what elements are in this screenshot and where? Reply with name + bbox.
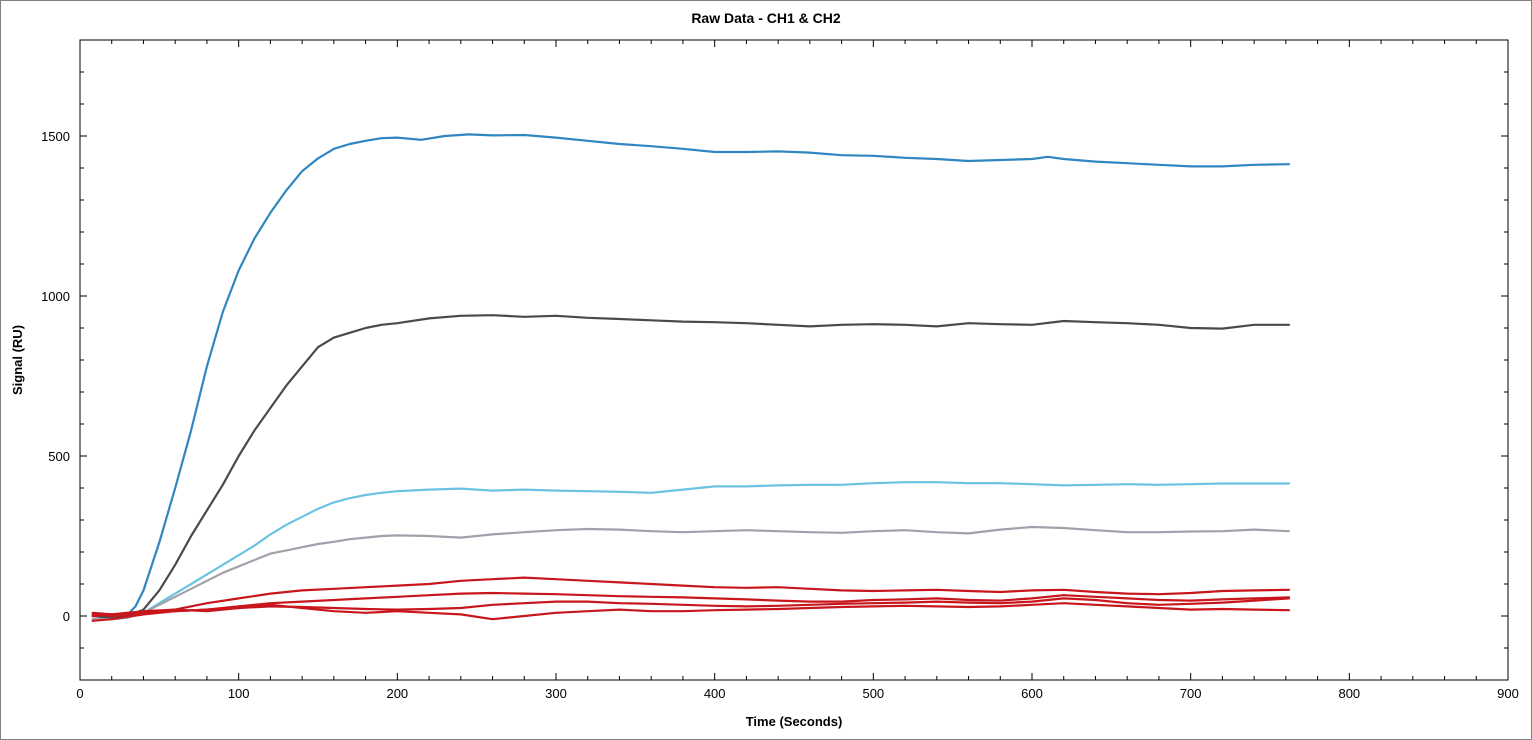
x-tick-label: 500 xyxy=(862,686,884,701)
y-tick-label: 1500 xyxy=(41,129,70,144)
series-line-6 xyxy=(91,591,1291,622)
x-tick-label: 400 xyxy=(704,686,726,701)
plot-area xyxy=(79,39,1509,681)
x-tick-label: 300 xyxy=(545,686,567,701)
x-tick-label: 700 xyxy=(1180,686,1202,701)
x-tick-label: 200 xyxy=(386,686,408,701)
chart-title: Raw Data - CH1 & CH2 xyxy=(691,10,841,26)
x-axis-label: Time (Seconds) xyxy=(746,714,843,729)
y-tick-label: 1000 xyxy=(41,289,70,304)
series-line-8 xyxy=(91,602,1291,621)
data-series xyxy=(91,133,1291,622)
series-line-5 xyxy=(91,576,1291,616)
x-tick-label: 900 xyxy=(1497,686,1519,701)
series-line-1 xyxy=(91,133,1291,619)
x-tick-label: 600 xyxy=(1021,686,1043,701)
y-tick-label: 500 xyxy=(48,449,70,464)
x-tick-label: 800 xyxy=(1338,686,1360,701)
series-line-2 xyxy=(91,314,1291,619)
series-line-3 xyxy=(91,481,1291,621)
series-line-4 xyxy=(91,525,1291,621)
axis-ticks xyxy=(79,39,1509,681)
axis-tick-labels: 0 100 200 300 400 500 600 700 800 900 0 500 1000 1500 xyxy=(41,129,1519,701)
x-tick-label: 100 xyxy=(228,686,250,701)
y-axis-label: Signal (RU) xyxy=(10,325,25,395)
y-tick-label: 0 xyxy=(63,609,70,624)
x-tick-label: 0 xyxy=(76,686,83,701)
